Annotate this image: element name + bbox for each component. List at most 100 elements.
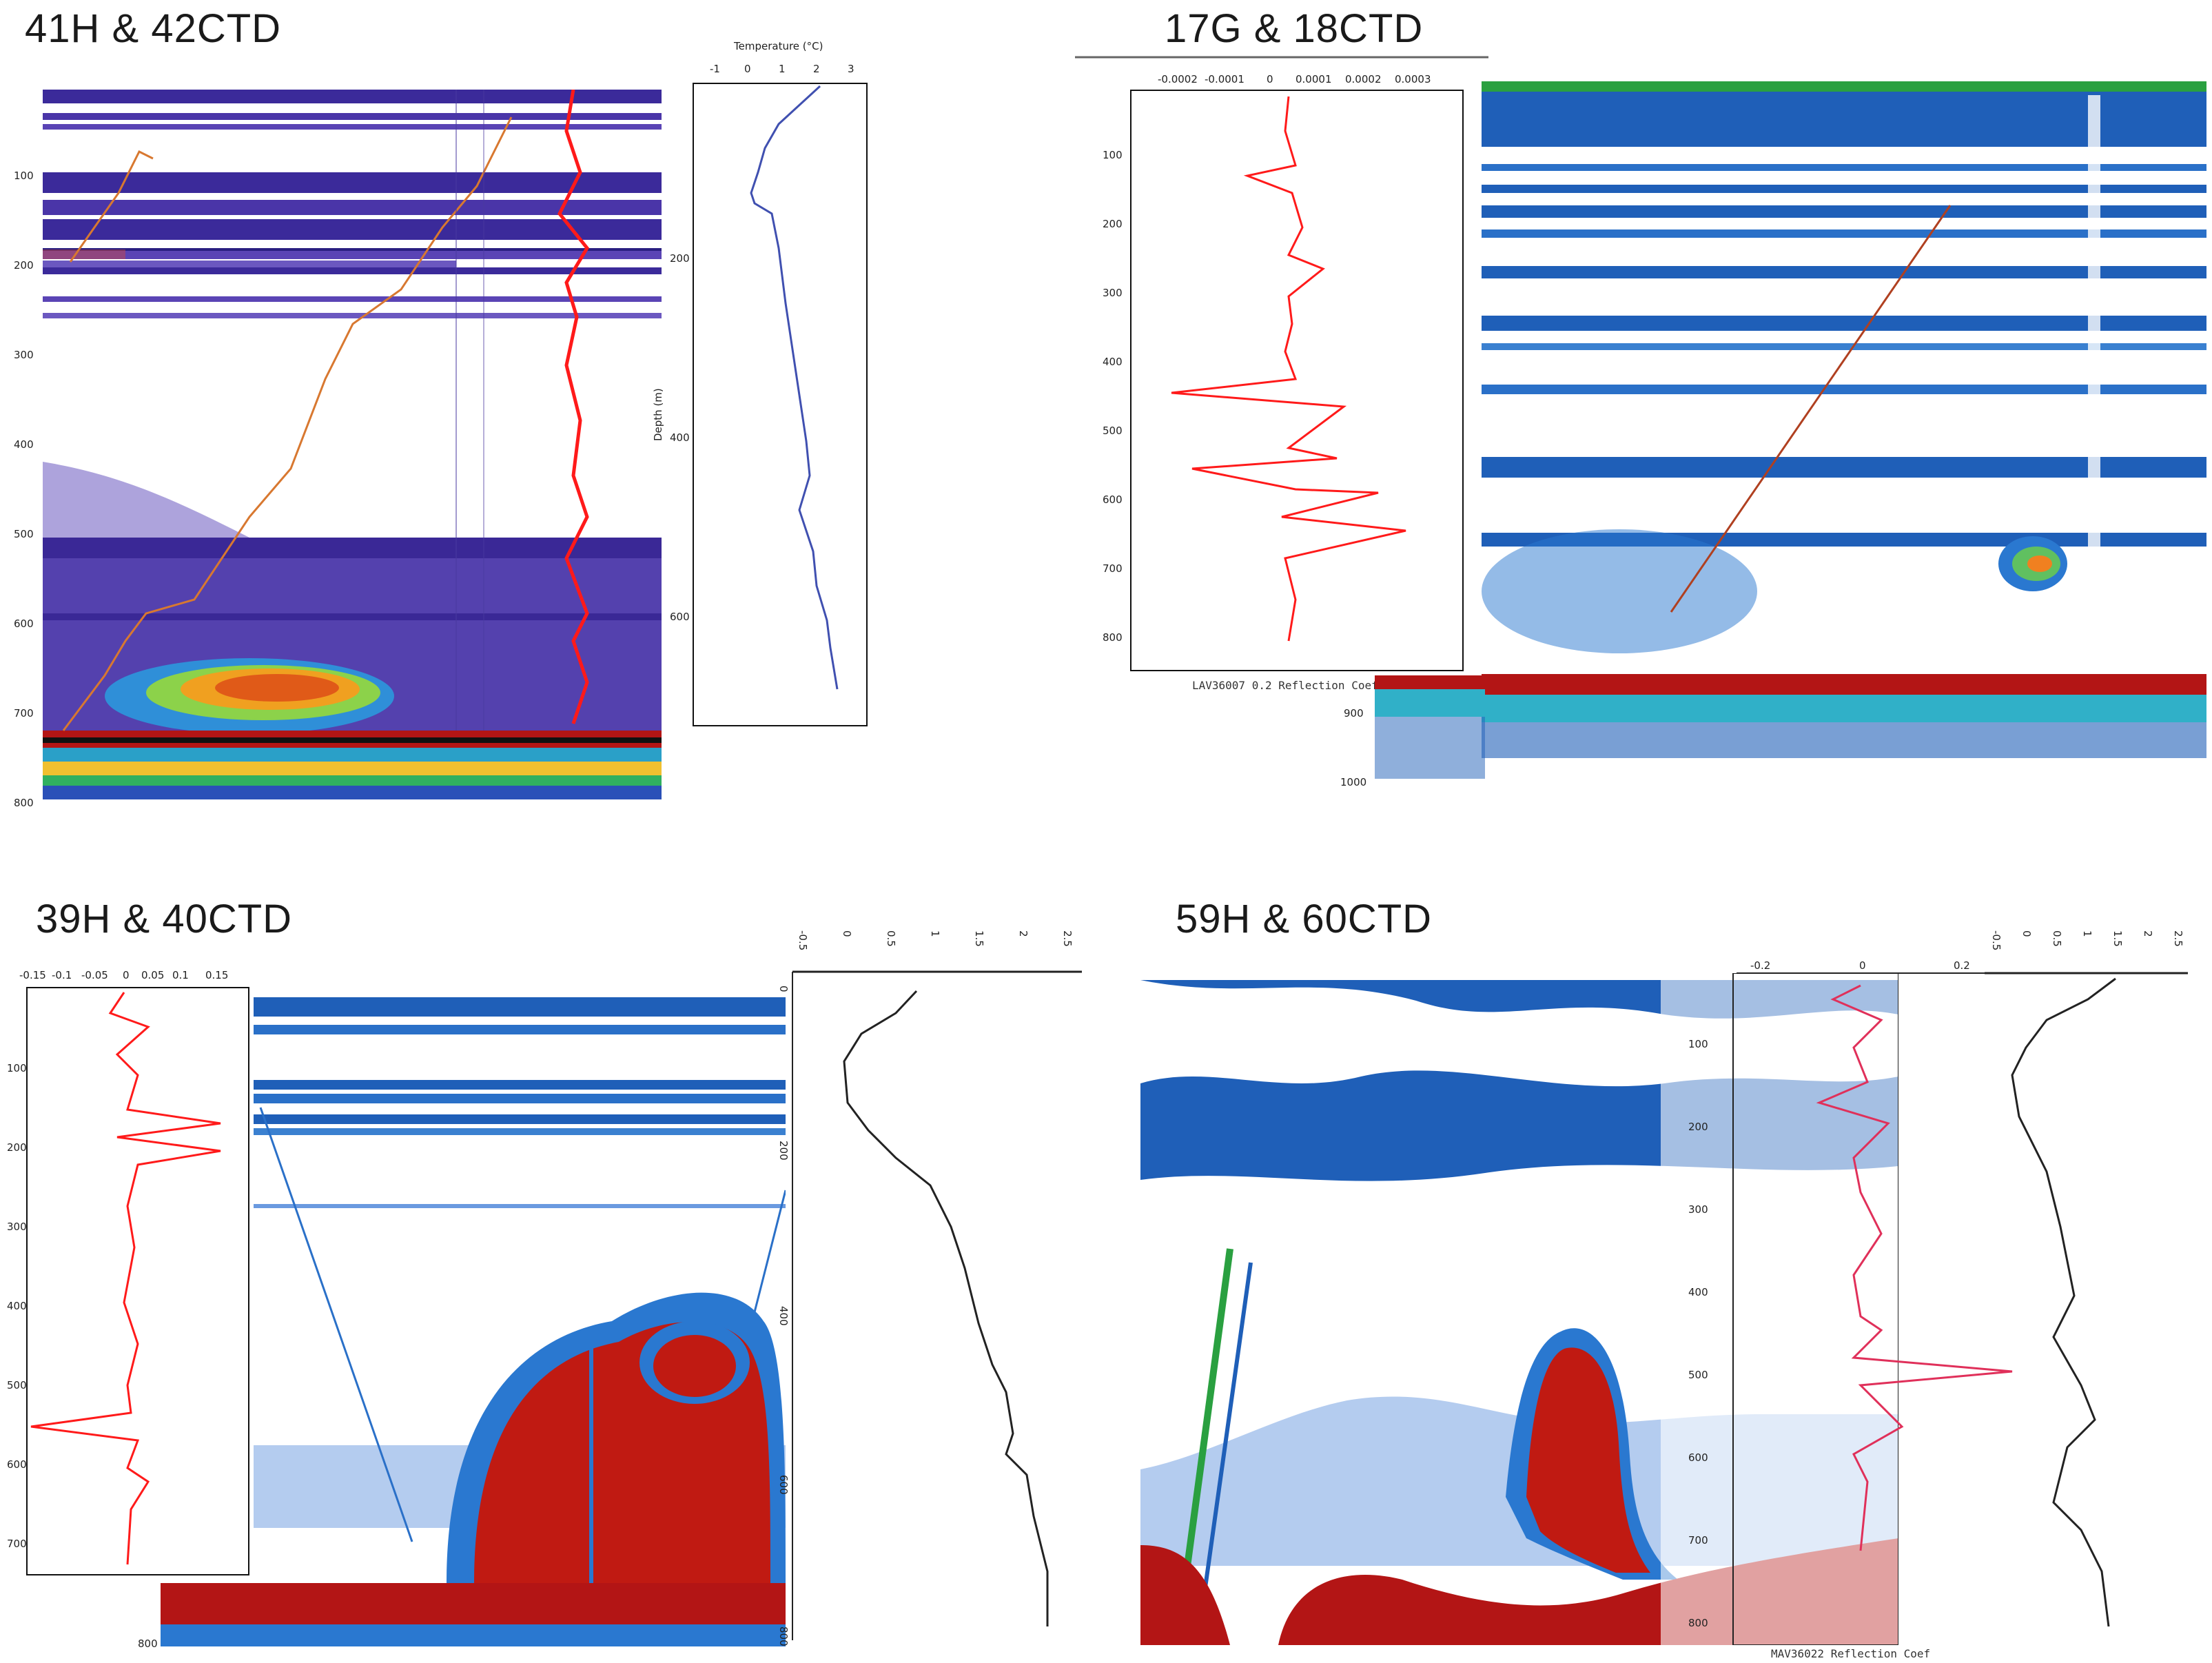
reflection-tick: 0.05	[141, 969, 164, 981]
depth-tick: 400	[14, 438, 34, 451]
depth-tick: 100	[1688, 1038, 1708, 1050]
depth-tick: 500	[7, 1379, 27, 1391]
depth-tick: 800	[14, 797, 34, 809]
depth-tick: 800	[1103, 631, 1123, 644]
temperature-tick: -0.5	[797, 930, 809, 950]
reflection-tick: -0.2	[1750, 959, 1770, 972]
depth-axis-label: Depth (m)	[652, 388, 664, 441]
temperature-axis-label: Temperature (°C)	[733, 40, 823, 52]
reflection-axis: -0.0002 -0.0001 0 0.0001 0.0002 0.0003 1…	[1103, 73, 1431, 692]
reflection-tick: 0	[123, 969, 130, 981]
reflection-label: MAV36022 Reflection Coef	[1771, 1647, 1930, 1660]
depth-tick: 400	[1103, 356, 1123, 368]
depth-tick: 700	[1103, 562, 1123, 575]
profile-depth-tick: 600	[670, 611, 690, 623]
depth-tick: 100	[7, 1062, 27, 1074]
profile-depth-tick: 800	[777, 1626, 790, 1646]
depth-axis: 100 200 300 400 500 600 700 800	[14, 170, 34, 809]
reflection-tick: 0.0002	[1345, 73, 1382, 85]
echogram-bottom	[1375, 675, 1485, 779]
depth-tick: 400	[7, 1300, 27, 1312]
temperature-tick: 1	[779, 63, 786, 75]
depth-tick: 900	[1344, 707, 1364, 720]
panel-title: 39H & 40CTD	[36, 897, 293, 941]
depth-tick: 200	[7, 1141, 27, 1154]
temperature-tick: 0.5	[885, 930, 897, 947]
reflection-tick: 0.0001	[1296, 73, 1332, 85]
reflection-tick: -0.0001	[1205, 73, 1245, 85]
depth-tick: 700	[14, 707, 34, 720]
depth-tick: 300	[1103, 287, 1123, 299]
depth-tick: 200	[14, 259, 34, 272]
depth-tick: 100	[14, 170, 34, 182]
panel-title: 41H & 42CTD	[25, 6, 282, 51]
depth-tick: 500	[14, 528, 34, 540]
temperature-tick: 1.5	[973, 930, 985, 947]
temperature-tick: 2.5	[2172, 930, 2184, 947]
echogram	[1482, 81, 2206, 758]
depth-axis: 900 1000	[1340, 707, 1366, 788]
temperature-tick: 2.5	[1061, 930, 1074, 947]
depth-tick: 600	[14, 618, 34, 630]
reflection-tick: -0.05	[81, 969, 108, 981]
profile-depth-tick: 400	[670, 431, 690, 444]
depth-tick: 400	[1688, 1286, 1708, 1298]
reflection-tick: 0.1	[172, 969, 189, 981]
depth-axis: 800	[138, 1638, 158, 1650]
temperature-tick: 2	[2142, 930, 2154, 937]
depth-tick: 100	[1103, 149, 1123, 161]
temperature-tick: 1	[2081, 930, 2093, 937]
reflection-tick: -0.0002	[1158, 73, 1198, 85]
temperature-profile: -0.5 0 0.5 1 1.5 2 2.5 0 200 400 600 800	[777, 930, 1082, 1646]
depth-tick: 500	[1103, 425, 1123, 437]
reflection-tick: 0	[1859, 959, 1866, 972]
depth-tick: 700	[1688, 1534, 1708, 1547]
reflection-tick: -0.1	[52, 969, 72, 981]
profile-depth-tick: 600	[777, 1475, 790, 1495]
reflection-profile	[26, 987, 249, 1575]
panel-title: 59H & 60CTD	[1176, 897, 1433, 941]
temperature-tick: -1	[710, 63, 720, 75]
depth-tick: 800	[1688, 1617, 1708, 1629]
profile-depth-tick: 200	[777, 1141, 790, 1161]
temperature-line	[750, 85, 839, 690]
echogram	[254, 990, 786, 1583]
temperature-profile: -0.5 0 0.5 1 1.5 2 2.5	[1985, 930, 2188, 1627]
reflection-tick: 0	[1267, 73, 1273, 85]
depth-tick: 1000	[1340, 776, 1366, 788]
depth-tick: 700	[7, 1538, 27, 1550]
reflection-tick: 0.2	[1954, 959, 1970, 972]
reflection-trace	[1816, 984, 2013, 1551]
depth-tick: 300	[7, 1221, 27, 1233]
temperature-line	[843, 990, 1049, 1626]
profile-depth-tick: 200	[670, 252, 690, 265]
reflection-profile	[1130, 90, 1464, 671]
temperature-tick: 0	[744, 63, 751, 75]
reflection-trace	[1171, 96, 1406, 642]
depth-tick: 500	[1688, 1369, 1708, 1381]
reflection-trace	[30, 992, 221, 1565]
depth-tick: 800	[138, 1638, 158, 1650]
reflection-axis: -0.15 -0.1 -0.05 0 0.05 0.1 0.15 100 200…	[7, 969, 228, 1565]
temperature-tick: 2	[1017, 930, 1030, 937]
depth-tick: 200	[1688, 1121, 1708, 1133]
reflection-tick: 0.15	[205, 969, 228, 981]
temperature-tick: 0	[2020, 930, 2033, 937]
temperature-tick: 1.5	[2111, 930, 2124, 947]
temperature-profile	[693, 83, 868, 726]
temperature-axis: Temperature (°C) -1 0 1 2 3 Depth (m) 20…	[652, 40, 854, 690]
profile-depth-tick: 0	[777, 986, 790, 992]
temperature-tick: 0.5	[2051, 930, 2063, 947]
temperature-tick: -0.5	[1990, 930, 2003, 950]
depth-tick: 300	[14, 349, 34, 361]
depth-tick: 600	[1103, 493, 1123, 506]
reflection-tick: 0.0003	[1395, 73, 1431, 85]
temperature-tick: 0	[841, 930, 853, 937]
temperature-tick: 1	[929, 930, 941, 937]
panel-title: 17G & 18CTD	[1165, 6, 1424, 51]
temperature-line	[2011, 977, 2116, 1627]
title-rule	[1075, 56, 1488, 59]
depth-tick: 300	[1688, 1203, 1708, 1216]
echogram-bottom	[161, 1583, 786, 1646]
temperature-tick: 3	[848, 63, 854, 75]
